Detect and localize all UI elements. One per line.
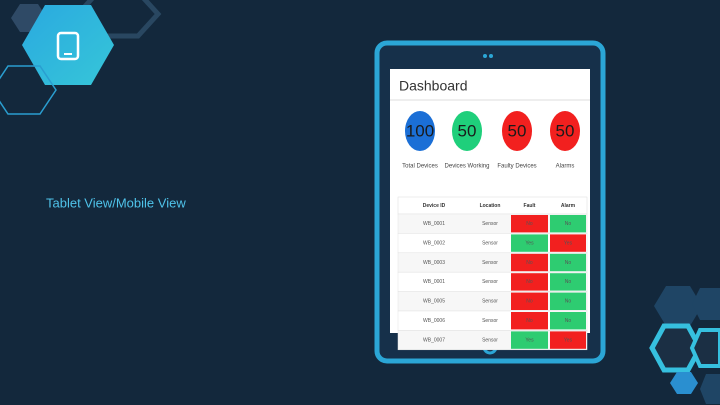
stat-label: Total Devices [402,164,438,170]
table-cell: No [526,279,533,285]
status-cell [550,234,586,252]
status-cell [550,312,586,330]
table-cell: No [565,299,572,305]
table-cell: Yes [525,337,534,343]
camera [483,54,487,58]
table-cell: Sensor [482,337,498,343]
table-cell: Sensor [482,221,498,227]
dashboard-title: Dashboard [399,78,468,94]
status-cell [550,292,586,310]
status-cell [550,253,586,272]
table-cell: WB_0003 [423,260,445,266]
stat-circle [452,111,482,151]
slide-title: Tablet View/Mobile View [46,195,186,210]
status-cell [511,292,548,310]
table-cell: WB_0006 [423,318,445,324]
hexagon [0,65,57,115]
table-cell: WB_0002 [423,240,445,246]
table-cell: Sensor [482,260,498,266]
hexagon [692,288,720,320]
stat-value: 50 [508,121,527,140]
stat-label: Faulty Devices [497,164,536,170]
table-cell: No [526,318,533,324]
table-cell: No [526,299,533,305]
status-cell [550,273,586,291]
stat-circle [502,111,532,151]
table-cell: Sensor [482,299,498,305]
table-cell: WB_0001 [423,221,445,227]
hexagon [22,5,114,85]
status-cell [511,215,548,233]
table-cell: Sensor [482,318,498,324]
status-cell [511,312,548,330]
table-cell: Sensor [482,240,498,246]
table-cell: WB_0005 [423,299,445,305]
status-cell [511,331,548,349]
hexagon [649,323,703,373]
table-cell: No [526,221,533,227]
table-cell: No [565,260,572,266]
table-cell: Yes [525,240,534,246]
hexagon [670,372,698,394]
status-cell [511,273,548,291]
status-cell [550,215,586,233]
table-cell: No [565,279,572,285]
stat-value: 100 [406,121,434,140]
stat-label: Devices Working [445,164,490,170]
table-cell: Sensor [482,279,498,285]
table-header-cell: Fault [524,203,536,209]
stat-circle [550,111,580,151]
table-header-cell: Device ID [423,203,446,209]
stat-label: Alarms [556,164,575,170]
table-cell: Yes [564,337,573,343]
hexagon [700,374,720,404]
stat-value: 50 [458,121,477,140]
table-header-cell: Alarm [561,203,576,209]
table-cell: Yes [564,240,573,246]
status-cell [511,234,548,252]
stat-circle [405,111,435,151]
table-header-cell: Location [480,203,501,209]
camera [489,54,493,58]
table-cell: WB_0001 [423,279,445,285]
stat-value: 50 [556,121,575,140]
table-cell: No [565,318,572,324]
hexagon [689,328,720,368]
status-cell [511,253,548,272]
table-cell: No [565,221,572,227]
table-cell: No [526,260,533,266]
status-cell [550,331,586,349]
table-cell: WB_0007 [423,337,445,343]
hexagon [654,286,702,326]
tablet-icon [56,31,80,61]
